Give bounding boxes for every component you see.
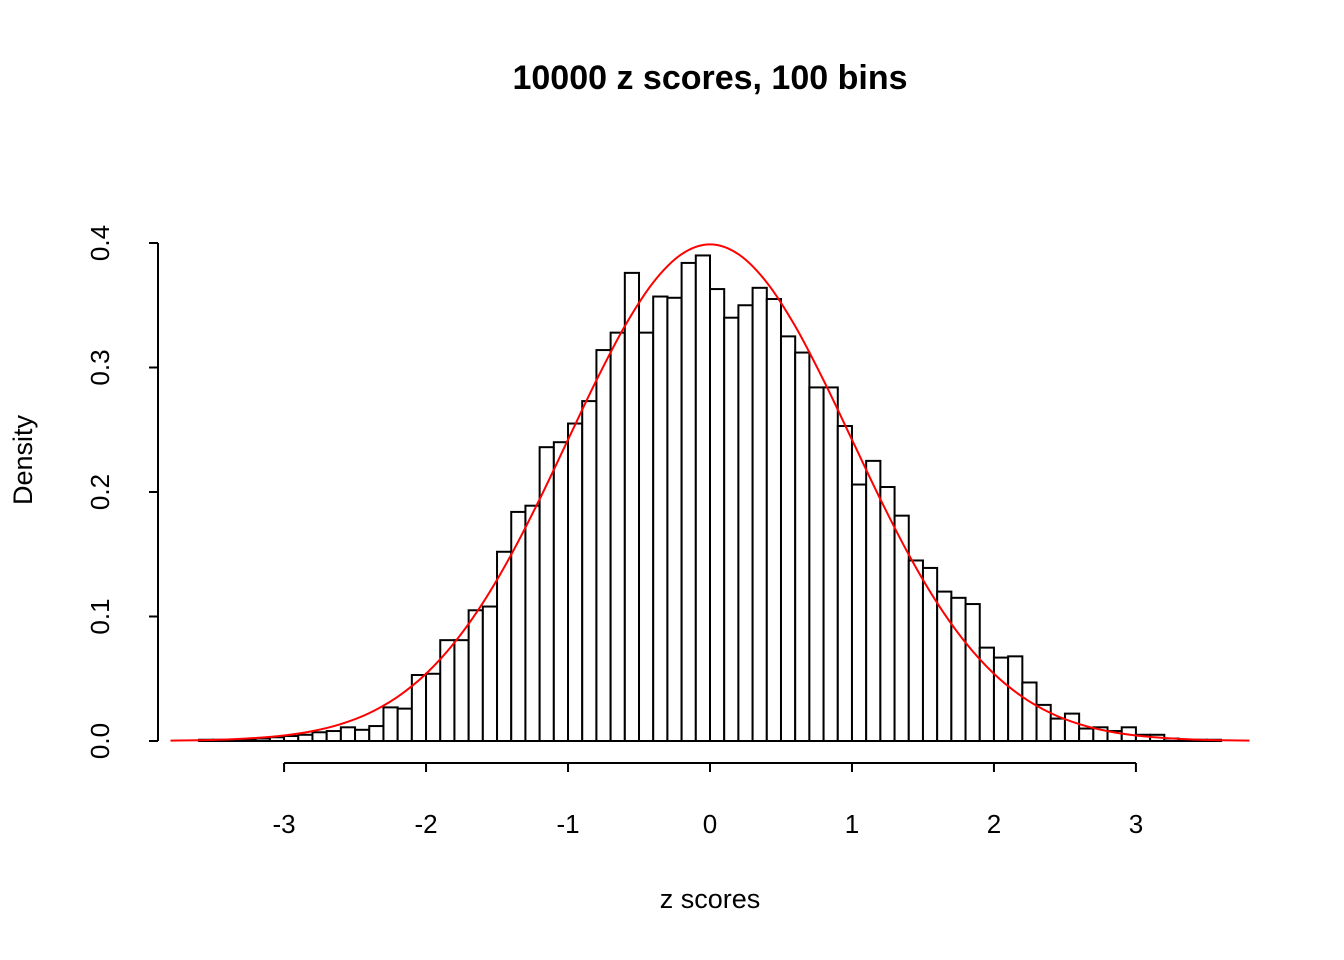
y-tick-label: 0.0 (85, 723, 115, 759)
bar (709, 288, 726, 742)
y-tick-label: 0.3 (85, 349, 115, 385)
bar (396, 707, 413, 743)
bar (1078, 727, 1095, 742)
bar (268, 736, 286, 743)
bar (794, 351, 811, 742)
bar (354, 728, 371, 742)
density-curve (170, 243, 1250, 742)
bar (822, 386, 839, 742)
bar (950, 596, 967, 743)
bar (737, 304, 754, 742)
bar (538, 446, 555, 742)
bar (240, 738, 257, 743)
bar (467, 609, 484, 743)
x-tick-label: 2 (987, 809, 1001, 839)
bar (836, 425, 853, 742)
bar (382, 706, 399, 743)
y-tick-label: 0.1 (85, 598, 115, 634)
bar (694, 254, 712, 742)
bar (453, 639, 470, 743)
bar (439, 639, 456, 743)
x-tick-label: 3 (1129, 809, 1143, 839)
bar (609, 331, 626, 742)
bar (368, 725, 385, 742)
bar (666, 296, 683, 742)
x-axis-title: z scores (660, 884, 761, 914)
bar (652, 295, 669, 742)
bar (297, 733, 314, 743)
bar (1063, 712, 1081, 742)
bar (524, 504, 541, 742)
bar (581, 400, 598, 742)
bar (907, 559, 924, 742)
bar (283, 735, 300, 743)
bar (850, 483, 868, 742)
bar (865, 459, 882, 742)
y-axis-title: Density (8, 414, 38, 505)
x-tick-label: -3 (273, 809, 296, 839)
bar (311, 731, 328, 742)
bar (481, 605, 499, 742)
y-tick-label: 0.2 (85, 474, 115, 510)
x-tick-label: -2 (414, 809, 437, 839)
x-tick-label: 1 (845, 809, 859, 839)
bar (339, 726, 357, 742)
bar (765, 298, 782, 742)
bar (325, 730, 342, 742)
y-tick-label: 0.4 (85, 225, 115, 261)
bar (254, 737, 271, 743)
bar (567, 422, 584, 742)
bar (1007, 655, 1024, 743)
bar (552, 441, 570, 742)
bar (751, 286, 768, 742)
bar (1049, 717, 1066, 743)
bar (808, 386, 825, 742)
bar (992, 656, 1010, 743)
bar (425, 672, 442, 743)
bar (638, 331, 655, 742)
bar (1021, 681, 1038, 742)
x-tick-label: -1 (556, 809, 579, 839)
bar (595, 349, 612, 742)
bar (964, 603, 981, 742)
x-tick-label: 0 (703, 809, 717, 839)
bar (623, 271, 641, 742)
bar (680, 261, 697, 742)
bar (723, 316, 740, 742)
chart-title: 10000 z scores, 100 bins (512, 59, 907, 97)
bar (921, 566, 939, 742)
bar (496, 550, 513, 743)
bar (510, 510, 527, 743)
bar (779, 335, 797, 742)
